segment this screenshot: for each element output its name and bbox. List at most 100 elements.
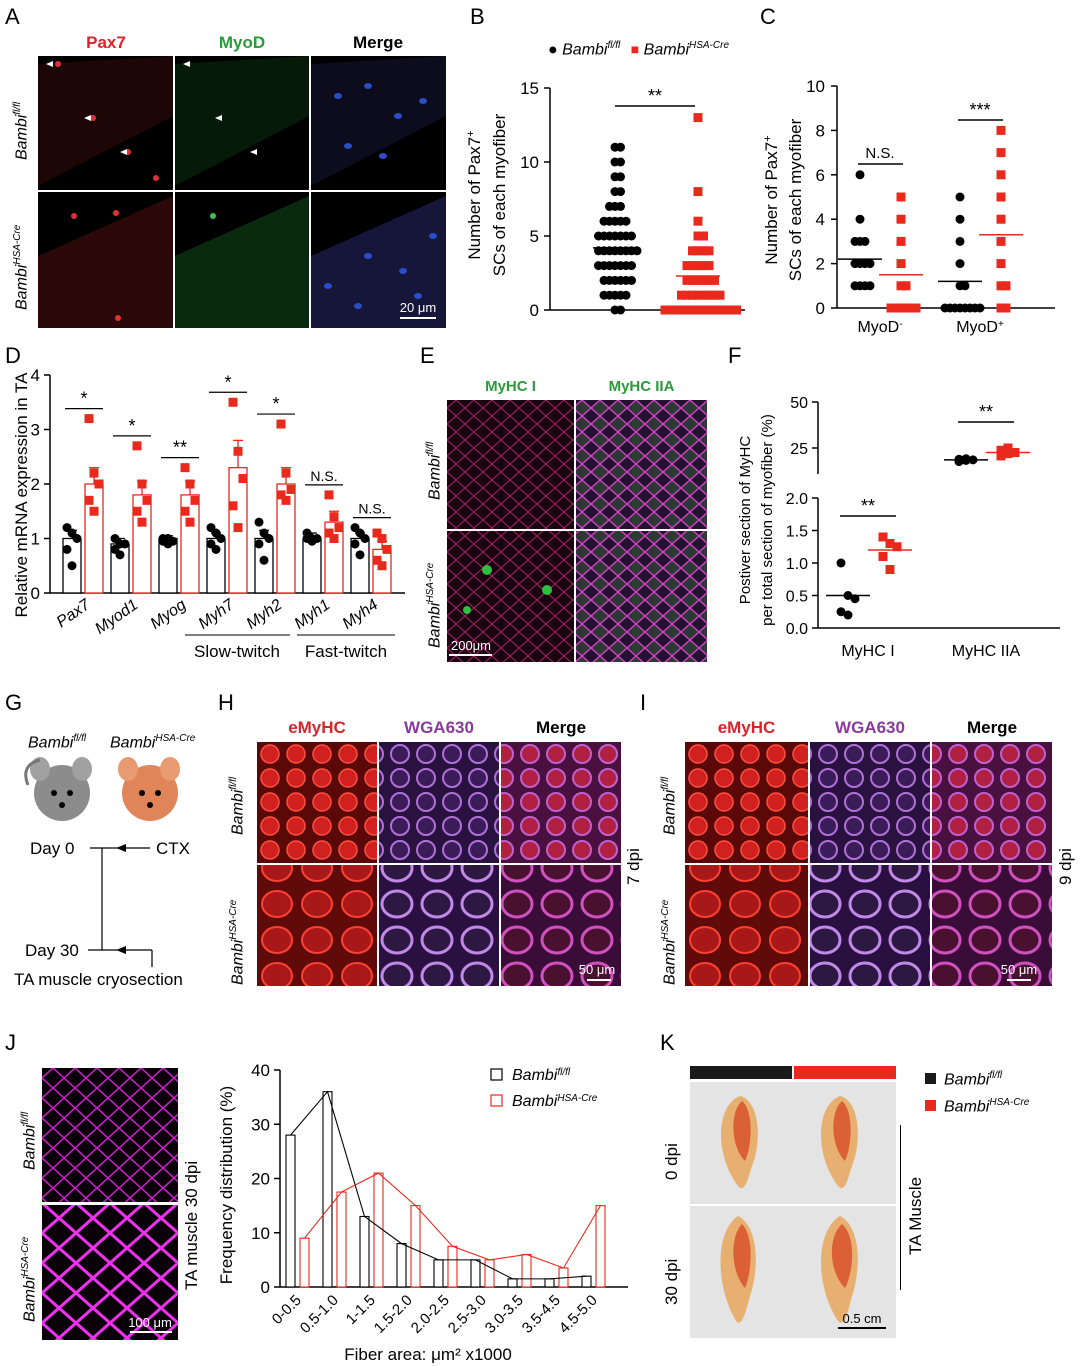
c-point-cre: [901, 303, 911, 313]
j-bar-fl: [581, 1275, 592, 1288]
b-point-cre: [693, 187, 703, 197]
b-point-cre: [682, 290, 692, 300]
j-bar-fl: [433, 1259, 444, 1288]
b-point-cre: [710, 290, 719, 300]
j-micrograph: 100 μm: [42, 1068, 178, 1340]
d-point-cre: [324, 490, 334, 500]
g-section-label: TA muscle cryosection: [14, 970, 183, 989]
f-y-tick-label: 1.0: [786, 556, 808, 573]
d-point-cre: [276, 419, 286, 429]
f-y-tick-label: 0.5: [786, 589, 808, 606]
j-bar-fl: [359, 1215, 370, 1288]
b-point-fl: [599, 275, 609, 285]
d-point-cre: [180, 463, 190, 473]
b-point-fl: [616, 187, 625, 197]
c-point-fl: [865, 259, 875, 269]
f-x-label-myhc2a: MyHC IIA: [952, 643, 1021, 660]
d-point-cre: [132, 506, 142, 516]
c-point-cre: [996, 214, 1006, 224]
d-point-fl: [163, 539, 173, 549]
b-point-cre: [699, 261, 708, 271]
d-x-tick-label: Myh2: [243, 596, 285, 632]
b-point-cre: [688, 246, 697, 256]
d-point-cre: [180, 506, 190, 516]
b-point-cre: [682, 305, 692, 315]
mouse-grey-icon: [24, 757, 92, 821]
d-point-cre: [132, 441, 142, 451]
f-y-tick-label: 25: [790, 441, 808, 458]
j-bar-cre: [447, 1245, 458, 1288]
j-bar-fl: [396, 1243, 407, 1288]
d-y-tick-label: 2: [31, 475, 40, 494]
h-channel-wga: WGA630: [404, 718, 474, 737]
b-point-cre: [688, 261, 697, 271]
d-point-cre: [372, 528, 382, 538]
b-point-cre: [699, 305, 708, 315]
i-row-label-fl: Bambifl/fl: [660, 776, 679, 835]
b-point-cre: [688, 290, 697, 300]
d-point-fl: [211, 544, 221, 554]
b-point-cre: [677, 290, 686, 300]
mouse-orange-icon: [118, 757, 180, 821]
e-channel-myhc2a: MyHC IIA: [608, 378, 675, 395]
d-point-cre: [137, 479, 147, 489]
b-point-fl: [621, 216, 631, 226]
d-point-cre: [142, 495, 152, 505]
d-x-tick-label: Pax7: [54, 596, 95, 631]
c-point-fl: [850, 259, 860, 269]
k-bracket: [900, 1125, 901, 1290]
d-point-fl: [264, 534, 274, 543]
b-point-fl: [627, 261, 636, 271]
b-point-cre: [682, 275, 692, 285]
c-y-tick-label: 4: [816, 210, 825, 229]
b-point-cre: [715, 290, 725, 300]
b-point-cre: [699, 275, 708, 285]
d-sig-label: *: [128, 416, 135, 436]
j-x-tick-label: 1.5-2.0: [371, 1292, 416, 1337]
f-dot-plot: Postiver section of MyHC per total secti…: [737, 395, 1060, 660]
d-point-cre: [84, 495, 94, 505]
d-y-tick-label: 4: [31, 366, 40, 385]
c-dot-plot: Number of Pax7+ SCs of each myofiber 0 2 4…: [762, 77, 1055, 336]
i-time-label: 9 dpi: [1056, 848, 1075, 885]
f-significance-myhc1: **: [861, 496, 875, 516]
g-label-cre: BambiHSA-Cre: [110, 733, 196, 752]
d-point-cre: [329, 534, 339, 543]
c-point-fl: [850, 281, 860, 291]
panel-letter-i: I: [640, 690, 647, 715]
c-point-cre: [906, 303, 916, 313]
i-micrograph-grid: 50 μm: [685, 742, 1052, 986]
i-row-label-cre: BambiHSA-Cre: [660, 899, 679, 985]
f-y-tick-label: 2.0: [786, 491, 808, 508]
c-point-cre: [996, 281, 1006, 291]
d-point-cre: [233, 523, 243, 533]
c-point-cre: [896, 259, 906, 269]
a-channel-myod: MyoD: [218, 33, 266, 52]
c-point-fl: [855, 170, 865, 180]
d-sig-label: N.S.: [310, 468, 337, 484]
i-channel-merge: Merge: [966, 718, 1018, 737]
b-y-axis-label-1: Number of Pax7+: [465, 130, 484, 259]
c-point-fl: [855, 214, 865, 224]
j-y-tick-label: 0: [261, 1278, 270, 1297]
j-legend-fl: Bambifl/fl: [512, 1067, 571, 1085]
a-scale-bar-label: 20 μm: [400, 300, 436, 315]
b-point-fl: [616, 201, 625, 211]
d-point-fl: [67, 561, 77, 571]
d-point-fl: [216, 534, 226, 543]
b-point-fl: [616, 305, 625, 315]
i-scale-bar-label: 50 μm: [1001, 962, 1037, 977]
f-point-cre: [878, 532, 888, 542]
c-point-cre: [996, 192, 1006, 202]
e-scale-bar-label: 200μm: [451, 638, 491, 653]
panel-letter-h: H: [218, 690, 234, 715]
c-point-cre: [891, 303, 901, 313]
d-sig-label: *: [80, 389, 87, 409]
h-row-label-cre: BambiHSA-Cre: [228, 899, 247, 985]
c-y-axis-label-1: Number of Pax7+: [762, 135, 781, 264]
j-y-tick-label: 30: [251, 1115, 270, 1134]
d-y-tick-label: 0: [31, 584, 40, 603]
d-point-cre: [185, 479, 195, 489]
b-point-cre: [666, 305, 675, 315]
d-point-cre: [89, 506, 99, 516]
